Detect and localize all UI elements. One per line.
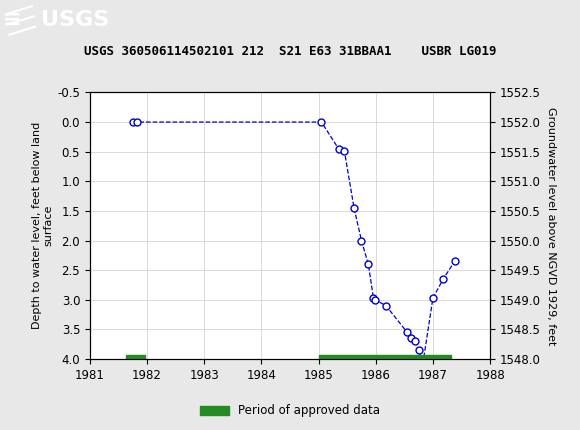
Text: USGS 360506114502101 212  S21 E63 31BBAA1    USBR LG019: USGS 360506114502101 212 S21 E63 31BBAA1… — [84, 45, 496, 58]
Bar — [318, 356, 451, 362]
Text: USGS: USGS — [41, 10, 109, 31]
Bar — [126, 356, 146, 362]
Y-axis label: Groundwater level above NGVD 1929, feet: Groundwater level above NGVD 1929, feet — [546, 107, 556, 345]
Text: ≡: ≡ — [3, 10, 21, 31]
Legend: Period of approved data: Period of approved data — [195, 399, 385, 422]
Y-axis label: Depth to water level, feet below land
surface: Depth to water level, feet below land su… — [31, 122, 53, 329]
